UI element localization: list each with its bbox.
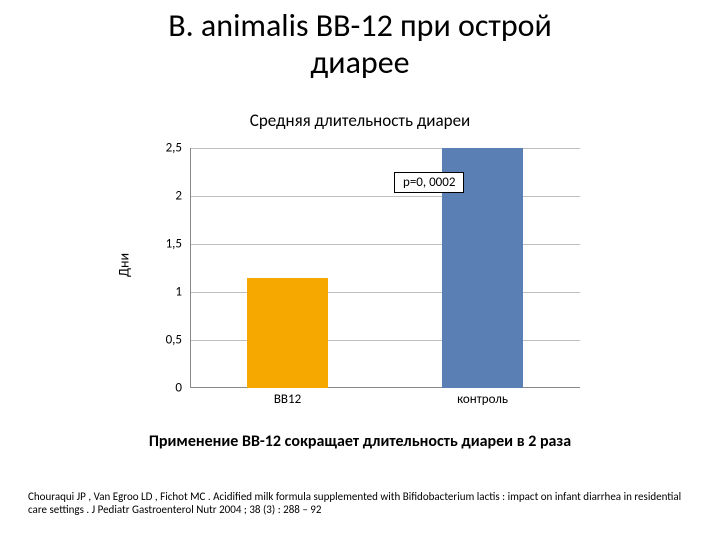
y-axis (190, 148, 191, 388)
ytick: 0,5 (166, 333, 182, 348)
pvalue-box: р=0, 0002 (394, 172, 464, 193)
chart-ylabel: Дни (116, 253, 133, 277)
ytick: 2 (175, 189, 182, 204)
x-category: контроль (457, 392, 508, 407)
chart: Средняя длительность диареи Дни 00,511,5… (130, 110, 590, 420)
title-line1: B. animalis BB-12 при острой (168, 6, 552, 45)
x-category: BB12 (274, 392, 301, 407)
subcaption: Применение ВВ-12 сокращает длительность … (0, 432, 720, 451)
chart-title: Средняя длительность диареи (130, 110, 590, 131)
bar (247, 278, 329, 388)
slide: B. animalis BB-12 при острой диарее Сред… (0, 0, 720, 540)
chart-plot: 00,511,522,5BB12контрольр=0, 0002 (190, 148, 580, 388)
slide-title: B. animalis BB-12 при острой диарее (0, 8, 720, 82)
ytick: 2,5 (166, 141, 182, 156)
ytick: 0 (175, 381, 182, 396)
title-line2: диарее (310, 43, 409, 82)
citation: Chouraqui JP , Van Egroo LD , Fichot MC … (28, 490, 692, 516)
ytick: 1 (175, 285, 182, 300)
ytick: 1,5 (166, 237, 182, 252)
